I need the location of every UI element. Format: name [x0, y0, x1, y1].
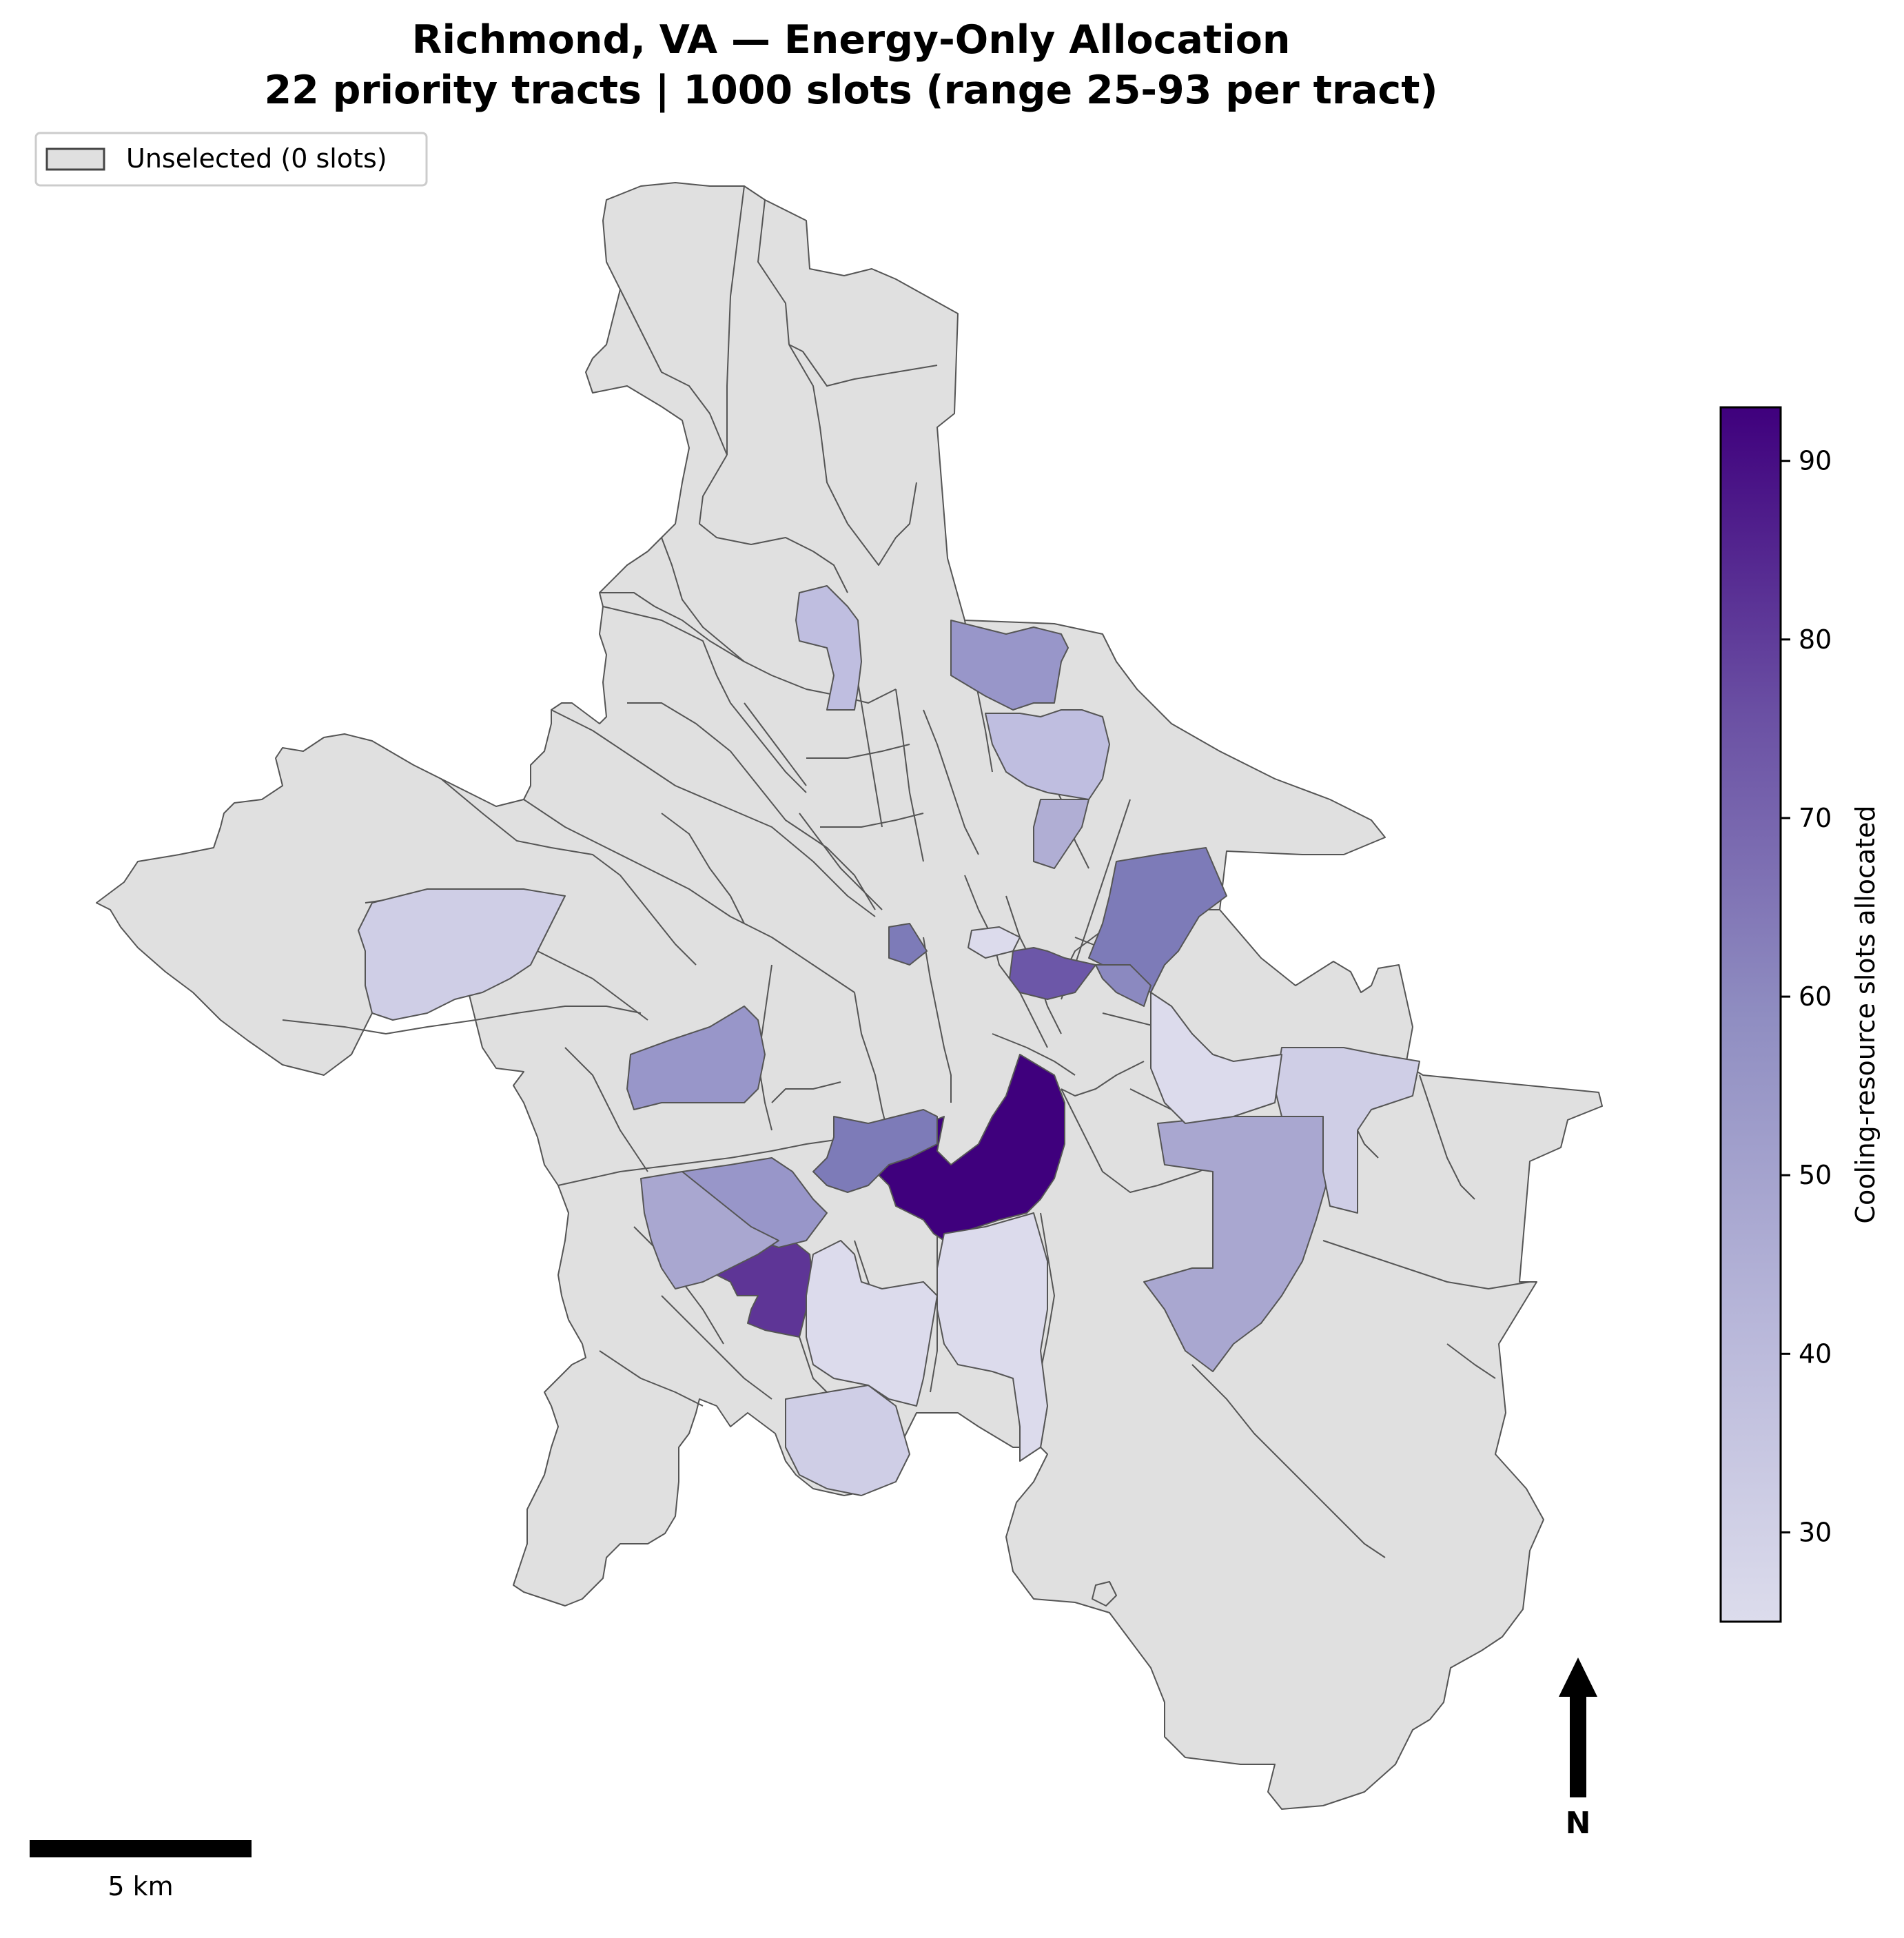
colorbar: 30 40 50 60 70 80 90 Cooling-resource slots al…: [1719, 406, 1881, 1623]
tract-north-strip: [1033, 799, 1089, 869]
colorbar-tick-label: 70: [1799, 803, 1832, 833]
colorbar-ticks: 30 40 50 60 70 80 90: [1781, 446, 1832, 1547]
tract-west-large: [358, 888, 566, 1021]
colorbar-tick-label: 80: [1799, 624, 1832, 655]
legend: Unselected (0 slots): [34, 132, 428, 187]
tract-east-strip: [1095, 964, 1151, 1007]
scale-bar: 5 km: [30, 1840, 252, 1901]
map-title-line-2: 22 priority tracts | 1000 slots (range 2…: [264, 68, 1437, 114]
tract-north-upper: [795, 585, 862, 711]
legend-frame: [34, 132, 428, 187]
tract-south-lightest: [936, 1212, 1048, 1462]
colorbar-tick-label: 30: [1799, 1517, 1832, 1547]
north-arrow: N: [1559, 1658, 1597, 1841]
tract-west-mid: [626, 1006, 766, 1110]
scale-bar-label: 5 km: [108, 1871, 173, 1901]
tract-south-west-lightest: [806, 1240, 938, 1407]
colorbar-tick-label: 60: [1799, 981, 1832, 1012]
colorbar-tick-label: 40: [1799, 1338, 1832, 1369]
legend-swatch-unselected: [45, 147, 105, 171]
tract-center-west: [812, 1109, 938, 1193]
map-title-line-1: Richmond, VA — Energy-Only Allocation: [412, 17, 1291, 63]
colorbar-gradient: [1719, 406, 1782, 1623]
tract-southwest-light: [640, 1171, 779, 1289]
tract-north-mid: [950, 620, 1069, 711]
tract-east-lightest: [1150, 992, 1282, 1124]
tract-east-far: [1274, 1047, 1420, 1214]
colorbar-tick-label: 50: [1799, 1160, 1832, 1190]
north-arrow-icon: [1559, 1658, 1597, 1797]
south-island: [1092, 1581, 1117, 1606]
tract-south-light: [785, 1385, 910, 1496]
tract-north-east-upper: [985, 709, 1110, 800]
tract-highest-allocation: [854, 1054, 1065, 1241]
legend-label-unselected: Unselected (0 slots): [126, 143, 387, 174]
city-outline: [96, 182, 1603, 1810]
tract-small-center: [888, 923, 928, 966]
tract-center-north: [1009, 947, 1096, 1000]
priority-tracts: [358, 585, 1420, 1496]
city-map: [96, 182, 1603, 1810]
tract-northeast-large: [1088, 847, 1227, 993]
tract-borders: [282, 185, 1531, 1558]
scale-bar-line: [30, 1840, 252, 1857]
tract-center-lightest: [968, 926, 1021, 959]
north-arrow-label: N: [1566, 1806, 1591, 1841]
colorbar-tick-label: 90: [1799, 446, 1832, 476]
colorbar-label: Cooling-resource slots allocated: [1850, 805, 1881, 1223]
